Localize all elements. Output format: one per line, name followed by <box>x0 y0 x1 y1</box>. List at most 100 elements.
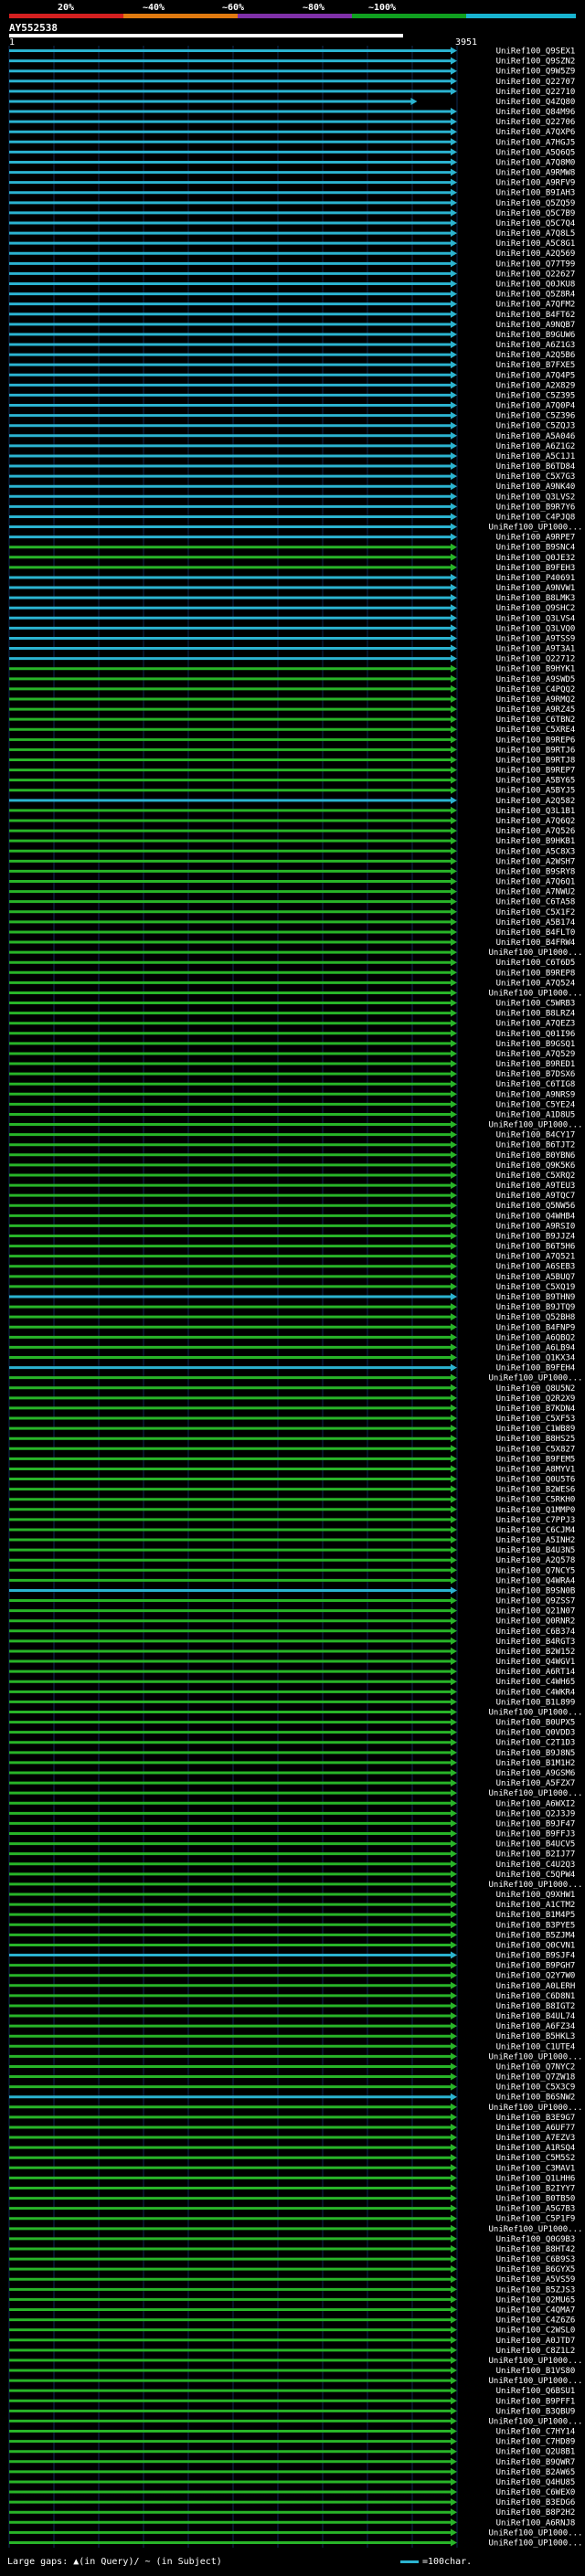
hit-label[interactable]: UniRef100_A7Q6Q2 <box>496 817 576 826</box>
hit-row[interactable]: UniRef100_Q22707 <box>9 77 575 87</box>
hit-label[interactable]: UniRef100_B5ZJM4 <box>496 1931 576 1940</box>
hit-row[interactable]: UniRef100_C5XQ19 <box>9 1282 576 1292</box>
hit-label[interactable]: UniRef100_B9SRY8 <box>496 867 576 876</box>
hit-row[interactable]: UniRef100_B6T5H6 <box>9 1242 575 1252</box>
hit-row[interactable]: UniRef100_A5C8X3 <box>9 847 575 856</box>
hit-label[interactable]: UniRef100_Q1MMP0 <box>496 1506 576 1515</box>
hit-row[interactable]: UniRef100_Q4HU85 <box>9 2477 575 2487</box>
hit-row[interactable]: UniRef100_B9SN0B <box>9 1586 575 1595</box>
hit-label[interactable]: UniRef100_A6Z1G2 <box>496 442 576 451</box>
hit-label[interactable]: UniRef100_C6B9S3 <box>496 2255 576 2264</box>
hit-label[interactable]: UniRef100_B9PGH7 <box>496 1962 576 1971</box>
hit-row[interactable]: UniRef100_C1WB89 <box>9 1425 575 1434</box>
hit-label[interactable]: UniRef100_Q0G9B3 <box>496 2235 576 2244</box>
hit-label[interactable]: UniRef100_A9RPE7 <box>496 534 576 543</box>
hit-label[interactable]: UniRef100_C6D8N1 <box>496 1992 576 2001</box>
hit-row[interactable]: UniRef100_UP1000... <box>9 2539 582 2548</box>
hit-row[interactable]: UniRef100_B9FEM5 <box>9 1455 575 1464</box>
hit-row[interactable]: UniRef100_A2X829 <box>9 381 575 390</box>
hit-row[interactable]: UniRef100_C4U2Q3 <box>9 1860 575 1870</box>
hit-row[interactable]: UniRef100_A6WXI2 <box>9 1799 575 1808</box>
hit-label[interactable]: UniRef100_B9RTJ8 <box>496 756 576 765</box>
hit-label[interactable]: UniRef100_A9RZ45 <box>496 705 576 715</box>
hit-row[interactable]: UniRef100_B6TJT2 <box>9 1140 575 1150</box>
hit-row[interactable]: UniRef100_A5BUQ7 <box>9 1272 575 1282</box>
hit-label[interactable]: UniRef100_B9SNC4 <box>496 544 576 553</box>
hit-row[interactable]: UniRef100_C6TA58 <box>9 897 575 907</box>
hit-row[interactable]: UniRef100_B9FFJ3 <box>9 1829 575 1839</box>
hit-label[interactable]: UniRef100_B4FNP9 <box>496 1323 576 1332</box>
hit-label[interactable]: UniRef100_C5XRQ2 <box>496 1171 576 1181</box>
hit-row[interactable]: UniRef100_Q9SEX1 <box>9 47 576 57</box>
hit-row[interactable]: UniRef100_Q0CVN1 <box>9 1941 575 1950</box>
hit-label[interactable]: UniRef100_B9HKB1 <box>496 837 576 846</box>
hit-label[interactable]: UniRef100_B9J8N5 <box>496 1749 576 1758</box>
hit-row[interactable]: UniRef100_A6RNJ8 <box>9 2518 575 2528</box>
hit-label[interactable]: UniRef100_Q9SEX1 <box>496 48 576 57</box>
hit-row[interactable]: UniRef100_C5YE24 <box>9 1100 575 1109</box>
hit-row[interactable]: UniRef100_A8MYV1 <box>9 1465 575 1474</box>
hit-row[interactable]: UniRef100_UP1000... <box>9 989 582 998</box>
hit-row[interactable]: UniRef100_Q3LVQ0 <box>9 624 575 633</box>
hit-row[interactable]: UniRef100_A7Q524 <box>9 979 575 988</box>
hit-row[interactable]: UniRef100_B8P2H2 <box>9 2508 575 2518</box>
hit-label[interactable]: UniRef100_Q5C7Q4 <box>496 219 576 228</box>
hit-row[interactable]: UniRef100_C4PJQ8 <box>9 513 575 522</box>
hit-label[interactable]: UniRef100_UP1000... <box>489 1708 583 1717</box>
hit-label[interactable]: UniRef100_B9RTJ6 <box>496 746 576 755</box>
hit-label[interactable]: UniRef100_A2X829 <box>496 381 576 390</box>
hit-row[interactable]: UniRef100_B9IAH3 <box>9 188 575 198</box>
hit-label[interactable]: UniRef100_A7Q524 <box>496 979 576 988</box>
hit-row[interactable]: UniRef100_B4RGT3 <box>9 1637 575 1647</box>
hit-row[interactable]: UniRef100_Q7NYC2 <box>9 2062 575 2072</box>
hit-row[interactable]: UniRef100_A7Q529 <box>9 1049 575 1059</box>
hit-label[interactable]: UniRef100_A9SWD5 <box>496 675 576 684</box>
hit-row[interactable]: UniRef100_C7HD89 <box>9 2437 576 2447</box>
hit-label[interactable]: UniRef100_A5A046 <box>496 432 576 441</box>
hit-label[interactable]: UniRef100_A7NWU2 <box>496 888 576 897</box>
hit-row[interactable]: UniRef100_A2Q582 <box>9 796 575 806</box>
hit-label[interactable]: UniRef100_A5FZX7 <box>496 1779 576 1788</box>
hit-row[interactable]: UniRef100_A6LB94 <box>9 1343 575 1352</box>
hit-label[interactable]: UniRef100_C5RKH0 <box>496 1496 576 1505</box>
hit-row[interactable]: UniRef100_A9TQC7 <box>9 1192 575 1201</box>
hit-row[interactable]: UniRef100_B9JTQ9 <box>9 1303 575 1312</box>
hit-row[interactable]: UniRef100_C5Z396 <box>9 411 575 421</box>
hit-row[interactable]: UniRef100_C5X1F2 <box>9 907 576 917</box>
hit-row[interactable]: UniRef100_B3EDG6 <box>9 2498 575 2507</box>
hit-label[interactable]: UniRef100_B0YBN6 <box>496 1151 576 1161</box>
hit-row[interactable]: UniRef100_B0UPX5 <box>9 1718 575 1728</box>
hit-label[interactable]: UniRef100_A7QEZ3 <box>496 1020 576 1029</box>
hit-label[interactable]: UniRef100_Q22706 <box>496 118 576 127</box>
hit-label[interactable]: UniRef100_Q7ZW18 <box>496 2073 576 2083</box>
hit-label[interactable]: UniRef100_B3EDG6 <box>496 2498 576 2507</box>
hit-row[interactable]: UniRef100_UP1000... <box>9 523 582 533</box>
hit-label[interactable]: UniRef100_C5XQ19 <box>496 1283 576 1292</box>
hit-row[interactable]: UniRef100_B5ZJS3 <box>9 2285 575 2295</box>
hit-label[interactable]: UniRef100_C5X1F2 <box>496 908 576 917</box>
hit-row[interactable]: UniRef100_Q0G9B3 <box>9 2234 576 2244</box>
hit-row[interactable]: UniRef100_B9R7Y6 <box>9 503 575 512</box>
hit-row[interactable]: UniRef100_B7DSX6 <box>9 1070 575 1079</box>
hit-row[interactable]: UniRef100_Q4WGV1 <box>9 1658 575 1667</box>
hit-label[interactable]: UniRef100_C7PPJ3 <box>496 1516 576 1525</box>
hit-label[interactable]: UniRef100_C7HD89 <box>496 2438 576 2447</box>
hit-label[interactable]: UniRef100_C5XRE4 <box>496 726 576 735</box>
hit-label[interactable]: UniRef100_A7QFM2 <box>496 301 576 310</box>
hit-label[interactable]: UniRef100_A6FZ34 <box>496 2022 576 2031</box>
hit-row[interactable]: UniRef100_C6D8N1 <box>9 1991 576 2001</box>
hit-row[interactable]: UniRef100_A5B174 <box>9 917 575 928</box>
hit-row[interactable]: UniRef100_A6QBQ2 <box>9 1333 575 1342</box>
hit-row[interactable]: UniRef100_B9JF47 <box>9 1819 575 1829</box>
hit-label[interactable]: UniRef100_C4PQQ2 <box>496 685 576 694</box>
hit-row[interactable]: UniRef100_Q0RNR2 <box>9 1617 575 1627</box>
hit-label[interactable]: UniRef100_C6TIG8 <box>496 1080 576 1089</box>
hit-label[interactable]: UniRef100_Q5ZQ59 <box>496 199 576 208</box>
hit-row[interactable]: UniRef100_A7QXP6 <box>9 128 575 137</box>
hit-label[interactable]: UniRef100_B4FT62 <box>496 311 576 320</box>
hit-row[interactable]: UniRef100_A9NVW1 <box>9 584 575 593</box>
hit-row[interactable]: UniRef100_B6GYX5 <box>9 2265 575 2274</box>
hit-label[interactable]: UniRef100_A5VS59 <box>496 2275 576 2284</box>
hit-label[interactable]: UniRef100_Q3LVS4 <box>496 614 576 623</box>
hit-row[interactable]: UniRef100_Q9XHW1 <box>9 1891 575 1900</box>
